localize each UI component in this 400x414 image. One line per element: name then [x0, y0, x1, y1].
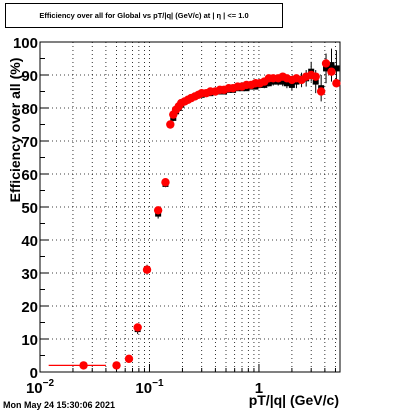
x-tick-label: 10−2	[26, 378, 55, 397]
data-point-red	[124, 354, 134, 363]
data-point-red	[112, 361, 121, 370]
y-tick-label: 80	[21, 101, 38, 118]
data-point-red	[161, 178, 170, 187]
y-tick-label: 60	[21, 167, 38, 184]
timestamp: Mon May 24 15:30:06 2021	[3, 400, 116, 410]
y-tick-label: 90	[21, 68, 38, 85]
data-point-black	[312, 78, 319, 85]
data-point-red	[332, 79, 341, 88]
y-tick-label: 50	[21, 200, 38, 217]
grid-lines	[40, 42, 340, 372]
data-point-black	[279, 78, 286, 85]
y-tick-label: 20	[21, 299, 38, 316]
data-point-red	[166, 120, 175, 129]
data-point-black	[283, 80, 290, 87]
x-tick-label: 10−1	[135, 378, 164, 397]
data-point-red	[79, 361, 88, 370]
data-point-red	[133, 323, 142, 332]
data-point-black	[333, 65, 340, 72]
data-point-black	[265, 80, 272, 87]
data-point-black	[323, 65, 330, 72]
data-point-red	[327, 67, 336, 76]
tick-labels: 0 10 20 30 40 50 60 70 80 90 100 10−2 10−1 1	[13, 35, 263, 397]
y-axis-label: Efficiency over all (%)	[7, 58, 23, 203]
data-point-red	[142, 265, 152, 274]
data-point-red	[153, 206, 163, 215]
chart-title: Efficiency over all for Global vs pT/|q|…	[39, 11, 249, 20]
y-tick-label: 10	[21, 332, 38, 349]
chart-title-box: Efficiency over all for Global vs pT/|q|…	[5, 3, 283, 28]
y-tick-label: 0	[30, 365, 38, 382]
x-axis-label: pT/|q| (GeV/c)	[249, 392, 339, 408]
data-point-red	[321, 59, 331, 68]
data-point-red	[316, 87, 326, 96]
y-tick-label: 30	[21, 266, 38, 283]
data-series	[48, 48, 341, 370]
y-tick-label: 70	[21, 134, 38, 151]
y-tick-label: 40	[21, 233, 38, 250]
axis-ticks	[40, 41, 336, 373]
data-point-black	[288, 81, 295, 88]
data-point-red	[311, 72, 320, 81]
data-point-black	[328, 62, 335, 69]
x-tick-label: 1	[255, 380, 263, 397]
y-tick-label: 100	[13, 35, 38, 52]
